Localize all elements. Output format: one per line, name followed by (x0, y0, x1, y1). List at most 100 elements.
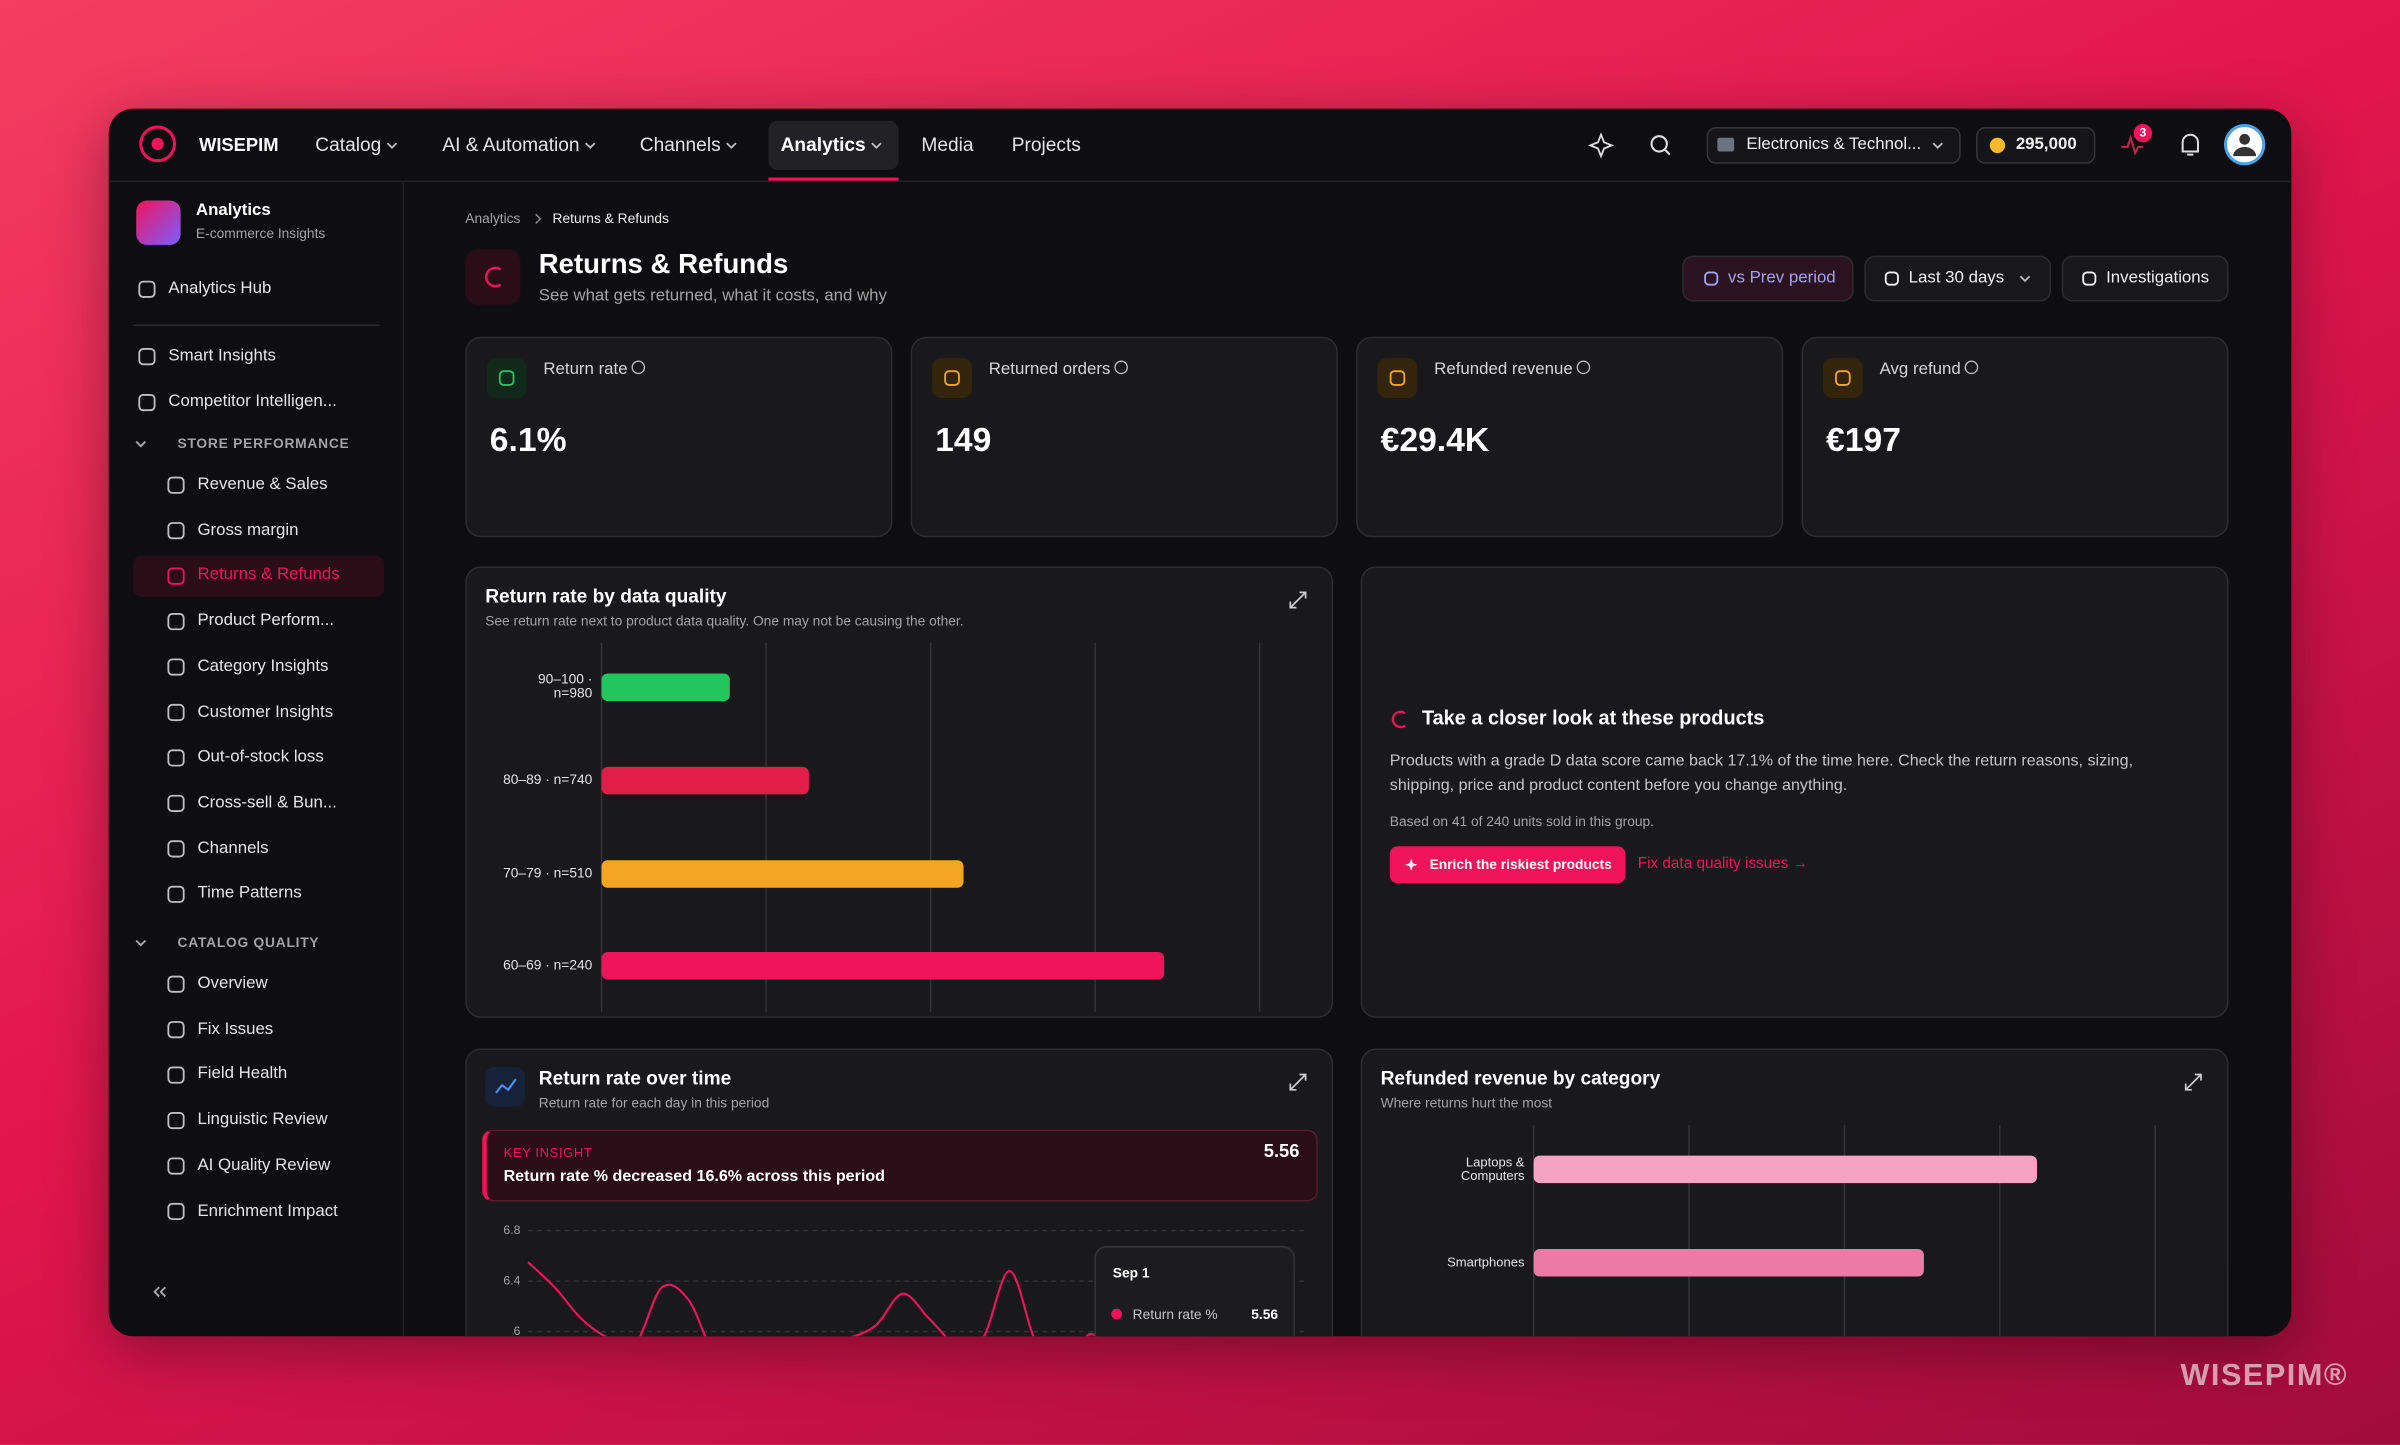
sidebar-section: CATALOG QUALITY (177, 934, 320, 950)
sidebar-item[interactable]: Time Patterns (197, 884, 302, 903)
app-stage: WISEPIM Catalog AI & Automation Channels Ana… (108, 109, 2292, 1337)
sidebar-item[interactable]: Fix Issues (197, 1019, 274, 1038)
sidebar-item[interactable]: Gross margin (197, 520, 299, 539)
workspace-select[interactable] (1706, 127, 1961, 164)
chart-title: Refunded revenue by category (1380, 1067, 1661, 1090)
sidebar-item[interactable]: Product Perform... (197, 611, 335, 630)
sidebar-item[interactable]: Customer Insights (197, 702, 334, 721)
sidebar-item[interactable]: AI Quality Review (197, 1155, 331, 1175)
kpi-label: Refunded revenue (1434, 360, 1573, 379)
insight-title: Take a closer look at these products (1421, 705, 1765, 729)
chart-title: Return rate over time (538, 1067, 732, 1090)
chart-subtitle: See return rate next to product data qua… (485, 613, 964, 629)
sidebar-item[interactable]: Enrichment Impact (197, 1201, 338, 1220)
card (465, 566, 1334, 1018)
notification-count: 3 (2139, 125, 2147, 140)
menu-item[interactable]: AI & Automation (442, 133, 580, 156)
sidebar-item[interactable]: Competitor Intelligen... (168, 392, 337, 411)
secondary-link[interactable]: Fix data quality issues → (1637, 855, 1808, 873)
tooltip-value: 5.56 (1251, 1306, 1279, 1322)
sidebar-section: STORE PERFORMANCE (177, 435, 350, 451)
category-label: 70–79 · n=510 (503, 865, 593, 881)
insight-note: Based on 41 of 240 units sold in this gr… (1389, 813, 1655, 829)
kpi-value: 149 (935, 420, 992, 459)
menu-item[interactable]: Media (921, 133, 974, 156)
card (1360, 566, 2229, 1018)
primary-button[interactable] (1389, 846, 1626, 884)
header-button-label: Last 30 days (1908, 268, 2005, 287)
category-label: Smartphones (1447, 1254, 1525, 1270)
tooltip: Sep 1 Return rate % 5.56 (1094, 1245, 1295, 1337)
kpi-label: Avg refund (1879, 360, 1961, 379)
breadcrumb-current: Returns & Refunds (552, 210, 669, 226)
category-label: 80–89 · n=740 (503, 771, 593, 788)
kpi-card (465, 336, 893, 538)
menu-item[interactable]: Analytics (780, 133, 866, 156)
sidebar-item[interactable]: Channels (197, 838, 269, 858)
sidebar-item[interactable]: Category Insights (197, 656, 329, 676)
kpi-label: Returned orders (988, 360, 1111, 379)
sidebar-item[interactable]: Linguistic Review (197, 1110, 328, 1129)
key-insight-text: Return rate % decreased 16.6% across thi… (503, 1167, 885, 1186)
y-tick-label: 6.8 (503, 1223, 521, 1238)
kpi-value: 6.1% (489, 420, 567, 459)
chart-subtitle: Return rate for each day in this period (538, 1095, 770, 1111)
sidebar-subtitle: E-commerce Insights (195, 225, 326, 242)
kpi-label: Return rate (543, 360, 628, 379)
category-label: 90–100 · n=980 (537, 671, 593, 702)
header-button-label: vs Prev period (1728, 268, 1836, 287)
kpi-icon (1822, 358, 1863, 398)
workspace-name: Electronics & Technol... (1746, 135, 1922, 154)
sidebar-divider (133, 324, 380, 327)
sidebar-item[interactable]: Revenue & Sales (197, 475, 328, 494)
key-insight-label: KEY INSIGHT (503, 1144, 593, 1161)
sidebar-item[interactable]: Analytics Hub (168, 279, 272, 298)
card (1360, 1048, 2229, 1337)
kpi-card (1801, 336, 2229, 538)
kpi-value: €197 (1826, 420, 1901, 459)
header-button-label: Investigations (2106, 268, 2210, 287)
kpi-card (1356, 336, 1784, 538)
tooltip-dot (1111, 1308, 1122, 1320)
credits-value: 295,000 (2015, 135, 2077, 154)
primary-button-label: Enrich the riskiest products (1429, 856, 1612, 872)
sidebar-item[interactable]: Out-of-stock loss (197, 747, 324, 767)
category-label: 60–69 · n=240 (503, 957, 593, 973)
kpi-value: €29.4K (1380, 420, 1490, 459)
top-bar (108, 109, 2292, 183)
insight-body: Products with a grade D data score came … (1389, 751, 2134, 795)
page-title: Returns & Refunds (538, 248, 789, 279)
chart-subtitle: Where returns hurt the most (1380, 1095, 1553, 1111)
sidebar-title: Analytics (195, 201, 271, 220)
y-tick-label: 6 (513, 1324, 521, 1337)
sidebar-item[interactable]: Field Health (197, 1064, 288, 1084)
chart-icon-box (485, 1066, 525, 1107)
header-icon (465, 249, 521, 305)
key-insight (482, 1129, 1318, 1202)
tooltip-series: Return rate % (1132, 1306, 1218, 1322)
sidebar-item[interactable]: Returns & Refunds (197, 566, 340, 585)
page-subtitle: See what gets returned, what it costs, a… (538, 286, 887, 306)
menu-item[interactable]: Projects (1011, 133, 1081, 156)
avatar[interactable] (2223, 123, 2266, 166)
category-label: Laptops & Computers (1460, 1154, 1525, 1184)
menu-item[interactable]: Catalog (315, 133, 382, 156)
breadcrumb-separator (535, 213, 542, 225)
sidebar-item[interactable]: Cross-sell & Bun... (197, 793, 337, 812)
tooltip-date: Sep 1 (1112, 1265, 1150, 1281)
brand: WISEPIM (198, 134, 279, 156)
kpi-icon (932, 358, 972, 398)
app-window: WISEPIM Catalog AI & Automation Channels Ana… (108, 108, 2292, 1337)
y-tick-label: 6.4 (503, 1273, 521, 1288)
kpi-icon (1377, 358, 1418, 398)
sidebar (109, 182, 405, 1337)
breadcrumb-link[interactable]: Analytics (465, 210, 521, 226)
menu-item[interactable]: Channels (639, 133, 721, 156)
chart-title: Return rate by data quality (485, 585, 727, 607)
sidebar-item[interactable]: Overview (197, 974, 268, 993)
menu-active-underline (768, 177, 899, 181)
sidebar-item[interactable]: Smart Insights (168, 346, 276, 365)
sidebar-logo (136, 200, 181, 245)
watermark: WISEPIM® (2180, 1359, 2348, 1393)
